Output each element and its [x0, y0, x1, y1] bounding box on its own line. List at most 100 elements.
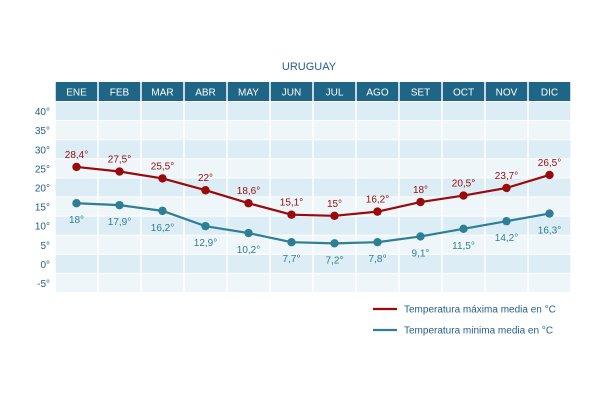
grid-cell: [55, 254, 98, 273]
month-header-cell: [98, 82, 141, 101]
legend-label: Temperatura minima media en °C: [404, 326, 553, 337]
x-tick-label: SET: [411, 88, 430, 99]
grid-cell: [98, 121, 141, 140]
data-label: 7,2°: [326, 255, 344, 266]
y-tick-label: 0°: [40, 260, 50, 271]
x-tick-label: NOV: [496, 88, 518, 99]
y-axis: 40° 35° 30° 25° 20° 15° 10° 5° 0° -5°: [35, 107, 50, 290]
data-point: [72, 162, 81, 172]
data-label: 26,5°: [538, 158, 561, 169]
grid-cell: [55, 273, 98, 292]
plot-area: [55, 102, 571, 292]
grid-cell: [313, 273, 356, 292]
data-point: [330, 239, 339, 248]
grid-cell: [528, 159, 571, 178]
grid-cell: [98, 273, 141, 292]
grid-cell: [356, 102, 399, 121]
y-tick-label: 35°: [35, 126, 50, 137]
y-tick-label: 20°: [35, 183, 50, 194]
grid-cell: [528, 197, 571, 216]
grid-cell: [184, 159, 227, 178]
grid-cell: [485, 140, 528, 159]
grid-cell: [227, 102, 270, 121]
x-tick-label: MAY: [238, 88, 259, 99]
grid-cell: [184, 254, 227, 273]
grid-cell: [55, 178, 98, 197]
data-label: 7,7°: [283, 254, 301, 265]
grid-cell: [184, 197, 227, 216]
grid-cell: [399, 273, 442, 292]
grid-cell: [270, 273, 313, 292]
grid-cell: [55, 235, 98, 254]
grid-cell: [356, 159, 399, 178]
grid-cell: [227, 235, 270, 254]
grid-cell: [485, 273, 528, 292]
data-label: 12,9°: [194, 238, 217, 249]
grid-cell: [184, 121, 227, 140]
series-max: 28,4° 27,5° 25,5° 22° 18,6° 15,1° 15° 16,2° 18° 2…: [65, 150, 561, 221]
grid-cell: [485, 235, 528, 254]
grid-cell: [98, 235, 141, 254]
grid-cell: [356, 140, 399, 159]
data-point: [502, 183, 511, 193]
grid-cell: [356, 178, 399, 197]
grid-cell: [184, 273, 227, 292]
data-label: 16,3°: [538, 226, 561, 237]
grid-cell: [270, 216, 313, 235]
grid-cell: [98, 178, 141, 197]
y-tick-label: 10°: [35, 222, 50, 233]
series-line: [76, 202, 550, 245]
data-point: [330, 211, 339, 221]
y-tick-label: 15°: [35, 203, 50, 214]
data-point: [287, 237, 296, 247]
grid-cell: [399, 140, 442, 159]
x-tick-label: JUL: [326, 88, 344, 99]
grid-cell: [141, 159, 184, 178]
data-label: 18°: [69, 215, 84, 226]
grid-cell: [399, 102, 442, 121]
grid-cell: [227, 216, 270, 235]
data-point: [373, 207, 382, 216]
grid-cell: [356, 273, 399, 292]
data-label: 18,6°: [237, 186, 260, 197]
month-header-cell: [55, 82, 98, 101]
grid-cell: [270, 121, 313, 140]
grid-cell: [356, 121, 399, 140]
x-tick-label: JUN: [282, 88, 301, 99]
grid-cell: [313, 178, 356, 197]
x-tick-label: OCT: [453, 88, 474, 99]
month-header-row: ENE FEB MAR ABR MAY JUN JUL AGO SET OCT NOV DIC: [55, 82, 571, 101]
data-point: [545, 170, 554, 180]
y-tick-label: 40°: [35, 107, 50, 118]
grid-cell: [485, 216, 528, 235]
data-point: [416, 232, 425, 241]
grid-cell: [442, 254, 485, 273]
data-label: 20,5°: [452, 179, 475, 190]
data-label: 16,2°: [151, 223, 174, 234]
chart-title: URUGUAY: [282, 61, 337, 73]
data-point: [244, 199, 253, 208]
grid-cell: [528, 102, 571, 121]
data-point: [115, 200, 124, 210]
grid-cell: [141, 273, 184, 292]
month-header-cell: [399, 82, 442, 101]
grid-cell: [313, 254, 356, 273]
grid-cell: [442, 273, 485, 292]
grid-cell: [442, 102, 485, 121]
grid-cell: [141, 178, 184, 197]
grid-cell: [313, 159, 356, 178]
grid-cell: [141, 235, 184, 254]
month-header-cell: [313, 82, 356, 101]
grid-cell: [227, 121, 270, 140]
data-point: [201, 186, 210, 195]
grid-cell: [356, 197, 399, 216]
data-label: 14,2°: [495, 233, 518, 244]
grid-cell: [227, 178, 270, 197]
grid-cell: [485, 197, 528, 216]
y-tick-label: 5°: [40, 241, 50, 252]
grid-cell: [399, 159, 442, 178]
grid-cell: [141, 102, 184, 121]
data-point: [502, 216, 511, 226]
grid-cell: [528, 235, 571, 254]
